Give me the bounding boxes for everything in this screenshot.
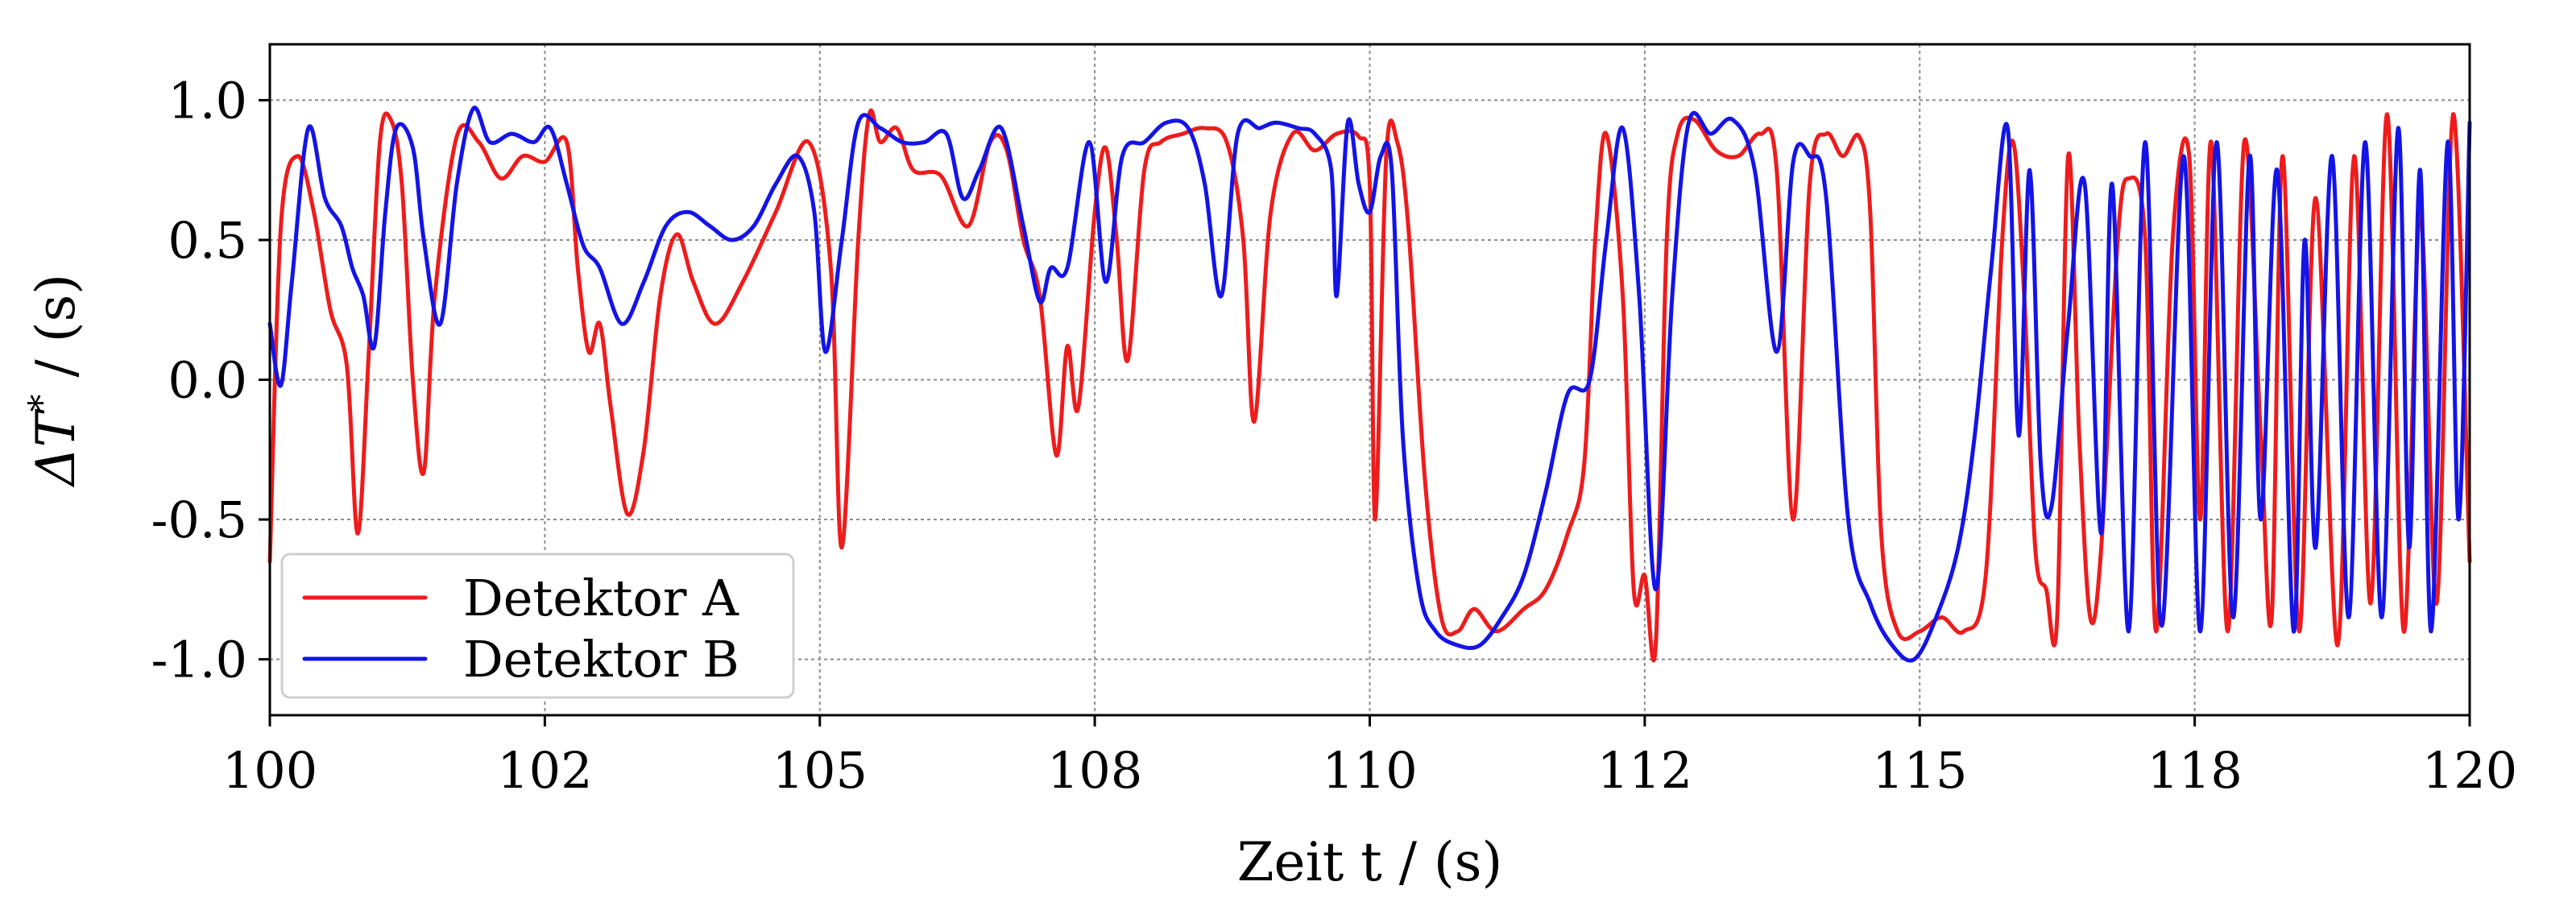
y-axis-title-unit: / (s): [25, 274, 87, 395]
y-tick-label: -1.0: [151, 631, 247, 689]
legend-label-detektor-a: Detektor A: [463, 569, 739, 627]
x-tick-label: 118: [2147, 741, 2242, 800]
x-tick-label: 110: [1322, 741, 1417, 800]
x-tick-label: 108: [1047, 741, 1142, 800]
legend-box: [280, 553, 795, 699]
y-tick-label: -0.5: [151, 490, 247, 549]
x-tick-label: 112: [1597, 741, 1692, 800]
y-axis-title-sup: *: [22, 394, 63, 412]
series-layer: [267, 106, 2472, 663]
y-tick-label: 0.5: [168, 211, 247, 270]
x-tick-label: 105: [772, 741, 868, 800]
x-tick-label: 120: [2422, 741, 2517, 800]
x-axis-title: Zeit t / (s): [1237, 831, 1503, 893]
x-tick-label: 115: [1872, 741, 1967, 800]
axis-ticks: 100 102 105 108 110 112 115 118 120 1.0 0.5 0.0 -0.5…: [151, 71, 2517, 800]
y-tick-label: 0.0: [168, 351, 247, 410]
legend: Detektor A Detektor B: [280, 553, 795, 699]
x-tick-label: 102: [497, 741, 592, 800]
y-axis-title-base: ΔT: [25, 408, 87, 488]
series-line-detektor-b: [267, 106, 2472, 663]
series-line-detektor-a: [267, 109, 2472, 663]
x-tick-label: 100: [222, 741, 317, 800]
legend-label-detektor-b: Detektor B: [463, 630, 739, 689]
y-axis-title: ΔT* / (s): [22, 274, 88, 488]
y-tick-label: 1.0: [168, 71, 247, 130]
